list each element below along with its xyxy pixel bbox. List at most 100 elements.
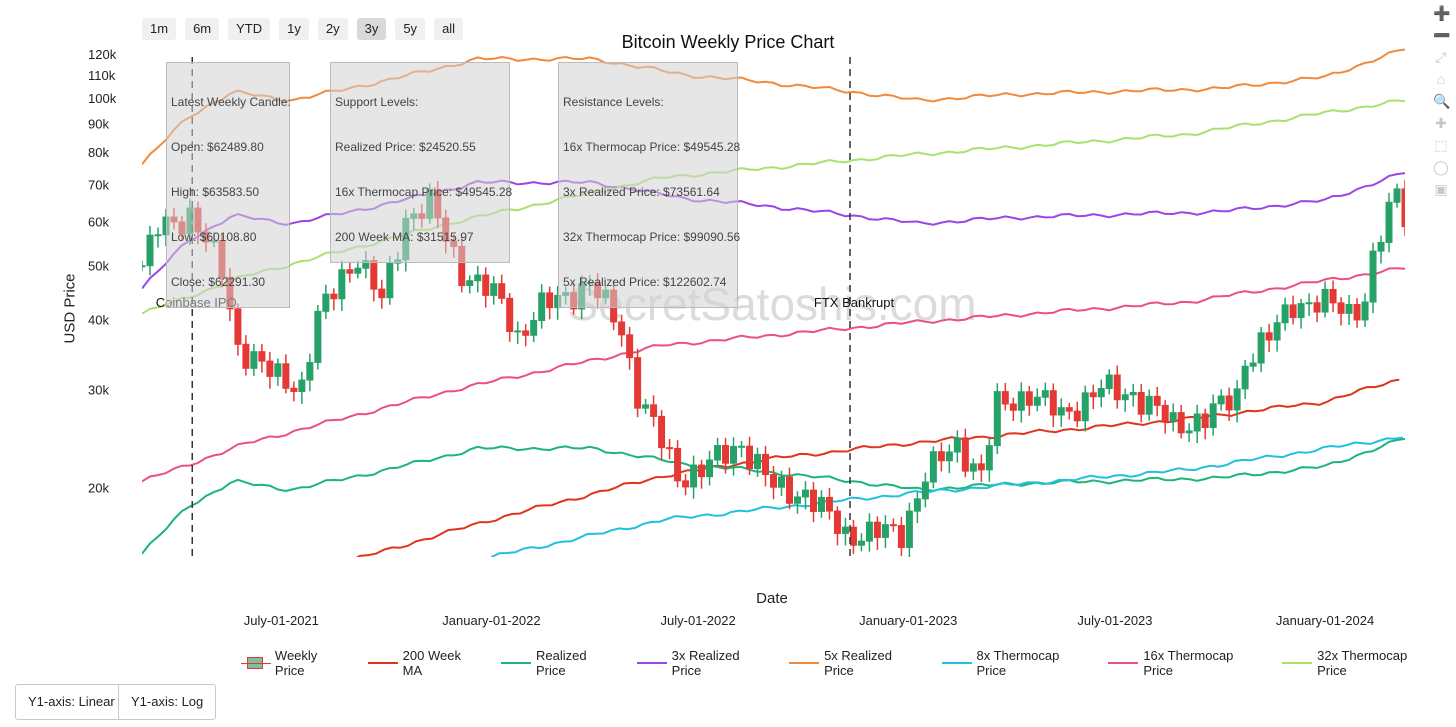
candle — [154, 227, 162, 248]
legend-item[interactable]: Weekly Price — [240, 648, 348, 678]
candle-body — [266, 360, 274, 377]
candle — [1297, 298, 1305, 329]
legend-label: 3x Realized Price — [671, 648, 740, 678]
candle-body — [714, 445, 722, 461]
candle-body — [1265, 332, 1273, 341]
autoscale-icon[interactable]: ⤢ — [1435, 49, 1447, 65]
legend-item[interactable]: 3x Realized Price — [636, 648, 769, 678]
zoom-icon[interactable]: 🔍 — [1433, 93, 1451, 109]
latest-close: Close: $62291.30 — [171, 275, 266, 289]
range-button-1y[interactable]: 1y — [279, 18, 309, 40]
candle-body — [1137, 392, 1145, 415]
candle-body — [1209, 403, 1217, 429]
candle — [146, 225, 154, 276]
lasso-select-icon[interactable]: ◯ — [1433, 159, 1449, 175]
legend-item[interactable]: Realized Price — [501, 648, 617, 678]
candle — [1089, 384, 1097, 410]
candle-body — [1321, 288, 1329, 313]
candle-body — [1049, 390, 1057, 416]
legend-item[interactable]: 200 Week MA — [367, 648, 481, 678]
candle-body — [674, 447, 682, 482]
y-axis-log-button[interactable]: Y1-axis: Log — [118, 684, 217, 720]
candle — [330, 288, 338, 311]
zoom-out-icon[interactable]: ➖ — [1433, 27, 1451, 43]
range-button-5y[interactable]: 5y — [395, 18, 426, 40]
candle — [945, 444, 953, 474]
candle-body — [330, 293, 338, 300]
candle-body — [849, 526, 857, 546]
candle — [1161, 400, 1169, 434]
candle — [937, 442, 945, 472]
legend-item[interactable]: 5x Realized Price — [789, 648, 921, 678]
candle-body — [626, 334, 634, 359]
candle-body — [754, 453, 762, 470]
candle — [1393, 183, 1401, 208]
candle-body — [777, 476, 785, 488]
candle — [801, 481, 809, 510]
candle-body — [698, 464, 706, 478]
candle — [634, 348, 642, 418]
candle — [698, 459, 706, 489]
candle — [738, 440, 746, 458]
pan-icon[interactable]: ✚ — [1435, 115, 1447, 131]
zoom-in-icon[interactable]: ➕ — [1433, 5, 1451, 21]
line-swatch-icon — [501, 656, 532, 670]
candle — [722, 437, 730, 474]
legend-label: Weekly Price — [274, 648, 318, 678]
candle — [1185, 423, 1193, 442]
candle — [1329, 280, 1337, 313]
box-select-icon[interactable]: ⬚ — [1434, 137, 1448, 153]
candle — [706, 450, 714, 486]
range-button-1m[interactable]: 1m — [142, 18, 177, 40]
candle — [1281, 297, 1289, 331]
reset-axes-icon[interactable]: ⌂ — [1436, 71, 1446, 87]
candle-swatch-icon — [240, 656, 271, 670]
range-button-all[interactable]: all — [434, 18, 464, 40]
candle-body — [961, 437, 969, 472]
camera-icon[interactable]: ▣ — [1434, 181, 1448, 197]
candle — [1321, 281, 1329, 318]
range-button-3y[interactable]: 3y — [356, 18, 387, 40]
y-axis-linear-button[interactable]: Y1-axis: Linear — [15, 684, 128, 720]
range-button-ytd[interactable]: YTD — [228, 18, 271, 40]
candle-body — [498, 283, 506, 299]
candle — [1025, 385, 1033, 416]
candle — [378, 279, 386, 309]
candle — [1377, 235, 1385, 264]
line-swatch-icon — [941, 656, 972, 670]
candle — [1065, 402, 1073, 420]
legend-item[interactable]: 8x Thermocap Price — [941, 648, 1089, 678]
candle-body — [706, 459, 714, 478]
range-button-6m[interactable]: 6m — [185, 18, 220, 40]
candle — [833, 506, 841, 546]
candle-body — [354, 267, 362, 274]
candle-body — [1369, 250, 1377, 303]
candle-body — [154, 234, 162, 237]
candle — [770, 465, 777, 500]
candle-body — [1289, 304, 1297, 319]
candle-body — [977, 463, 985, 471]
candle — [953, 430, 961, 463]
candle-body — [921, 481, 929, 500]
candle-body — [929, 451, 937, 483]
candle — [754, 447, 762, 477]
candle — [1265, 323, 1273, 353]
candle-body — [1377, 241, 1385, 252]
candle-body — [1185, 430, 1193, 434]
candle-body — [1057, 407, 1065, 416]
resistance-title: Resistance Levels: — [563, 95, 664, 109]
candle — [1289, 295, 1297, 325]
candle-body — [857, 540, 865, 546]
candle-body — [1217, 395, 1225, 405]
candle-body — [1345, 303, 1353, 314]
candle — [1057, 398, 1065, 427]
legend-item[interactable]: 16x Thermocap Price — [1108, 648, 1262, 678]
candle — [777, 470, 785, 496]
candle-body — [937, 451, 945, 462]
range-button-2y[interactable]: 2y — [317, 18, 348, 40]
candle-body — [1393, 188, 1401, 203]
legend-item[interactable]: 32x Thermocap Price — [1282, 648, 1436, 678]
y-tick-label: 40k — [88, 313, 109, 328]
candle — [1041, 382, 1049, 407]
